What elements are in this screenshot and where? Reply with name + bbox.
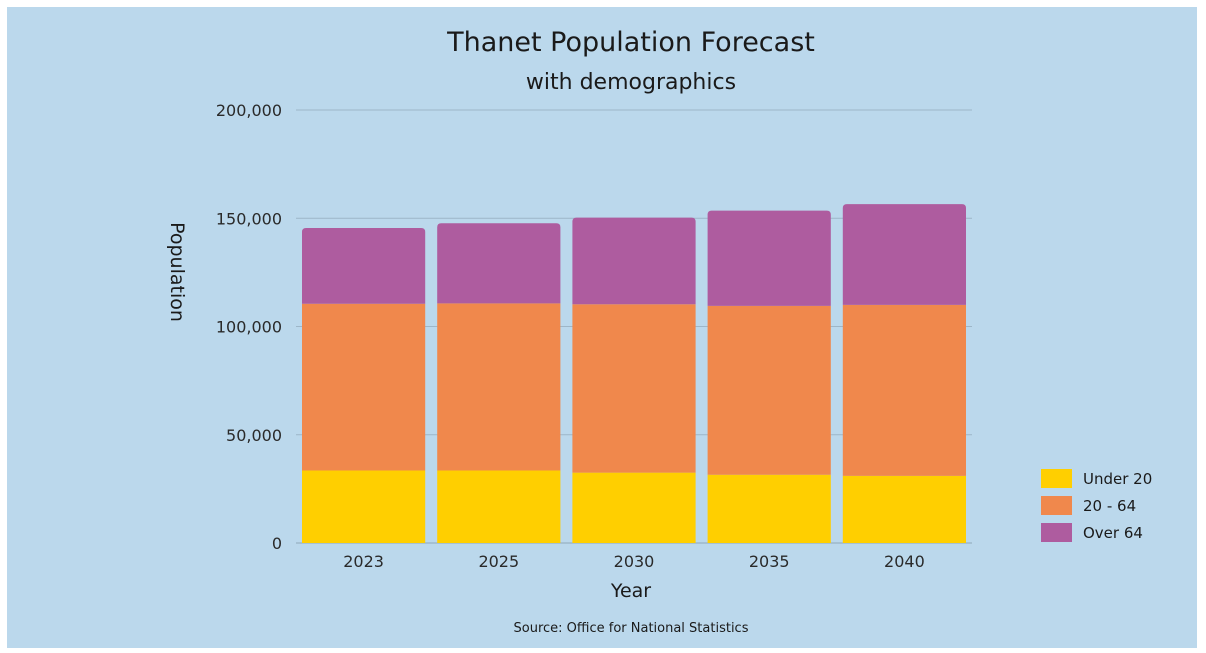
bar-stack-2025 — [437, 223, 561, 543]
x-tick-label: 2025 — [478, 552, 519, 571]
bar-stack-2030 — [572, 217, 696, 543]
stacked-bar-chart: Thanet Population Forecast with demograp… — [166, 27, 1152, 636]
bar-segment — [437, 303, 561, 471]
source-note: Source: Office for National Statistics — [514, 621, 749, 636]
bar-segment — [707, 305, 831, 475]
x-tick-label: 2023 — [343, 552, 384, 571]
x-tick-label: 2035 — [749, 552, 790, 571]
x-tick-label: 2030 — [614, 552, 655, 571]
legend-label: Under 20 — [1083, 470, 1152, 488]
legend-label: 20 - 64 — [1083, 497, 1136, 515]
bar-segment — [707, 210, 831, 306]
legend-swatch — [1041, 523, 1072, 542]
bar-segment — [842, 475, 966, 543]
x-axis-label: Year — [610, 580, 651, 602]
bar-segment — [707, 474, 831, 543]
bar-segment — [437, 470, 561, 543]
bar-stack-2023 — [302, 227, 426, 543]
y-tick-label: 50,000 — [226, 426, 282, 445]
bar-segment — [437, 223, 561, 304]
chart-card: Thanet Population Forecast with demograp… — [7, 7, 1197, 648]
bar-segment — [842, 304, 966, 476]
y-tick-label: 150,000 — [216, 209, 282, 228]
bar-stack-2035 — [707, 210, 831, 543]
y-axis-ticks: 0 50,000 100,000 150,000 200,000 — [216, 101, 282, 553]
legend-swatch — [1041, 496, 1072, 515]
chart-subtitle: with demographics — [526, 70, 736, 95]
bar-stack-2040 — [842, 204, 966, 543]
bar-segment — [572, 217, 696, 305]
y-axis-label: Population — [166, 222, 188, 322]
legend-swatch — [1041, 469, 1072, 488]
y-tick-label: 0 — [272, 534, 282, 553]
bar-segment — [302, 303, 426, 471]
bar-segment — [302, 470, 426, 543]
bar-segment — [302, 227, 426, 304]
legend: Under 20 20 - 64 Over 64 — [1041, 469, 1152, 542]
x-axis-ticks: 2023 2025 2030 2035 2040 — [343, 552, 925, 571]
bar-segment — [572, 304, 696, 473]
x-tick-label: 2040 — [884, 552, 925, 571]
legend-label: Over 64 — [1083, 524, 1143, 542]
y-tick-label: 100,000 — [216, 318, 282, 337]
y-tick-label: 200,000 — [216, 101, 282, 120]
bar-segment — [572, 472, 696, 543]
bars — [302, 204, 966, 543]
bar-segment — [842, 204, 966, 305]
chart-title: Thanet Population Forecast — [446, 27, 815, 58]
